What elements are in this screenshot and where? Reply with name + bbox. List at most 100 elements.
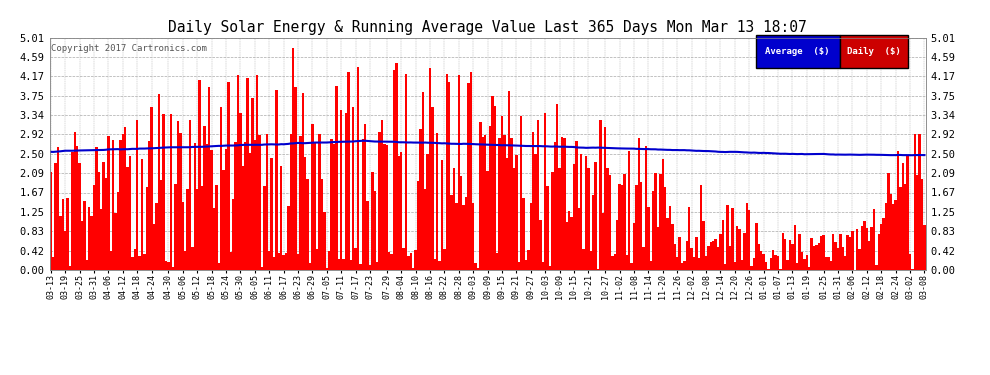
Bar	[654, 173, 656, 270]
Bar	[56, 147, 59, 270]
Bar	[837, 248, 840, 270]
Bar	[818, 243, 820, 270]
Bar	[894, 200, 897, 270]
Bar	[921, 179, 924, 270]
Bar	[671, 224, 673, 270]
Bar	[486, 171, 489, 270]
Bar	[388, 252, 390, 270]
Bar	[525, 260, 528, 270]
Bar	[803, 259, 806, 270]
Bar	[887, 173, 890, 270]
Bar	[626, 255, 628, 270]
Bar	[609, 175, 611, 270]
Bar	[164, 261, 167, 270]
Bar	[76, 146, 78, 270]
Bar	[700, 185, 703, 270]
Bar	[573, 164, 575, 270]
Bar	[861, 226, 863, 270]
Bar	[455, 202, 457, 270]
Bar	[328, 251, 331, 270]
Bar	[102, 162, 105, 270]
Bar	[71, 152, 73, 270]
Bar	[705, 256, 707, 270]
Bar	[306, 179, 309, 270]
Bar	[811, 238, 813, 270]
Bar	[772, 250, 774, 270]
Bar	[105, 178, 107, 270]
Bar	[405, 74, 407, 270]
Bar	[90, 216, 93, 270]
Bar	[383, 144, 385, 270]
Bar	[464, 197, 467, 270]
Bar	[599, 120, 602, 270]
Bar	[162, 114, 164, 270]
Bar	[95, 147, 97, 270]
Bar	[343, 259, 345, 270]
Bar	[784, 239, 786, 270]
Bar	[479, 122, 481, 270]
Bar	[844, 256, 846, 270]
Bar	[919, 134, 921, 270]
Bar	[537, 120, 540, 270]
Bar	[129, 156, 131, 270]
Bar	[828, 257, 830, 270]
Bar	[196, 189, 198, 270]
Bar	[791, 244, 794, 270]
Bar	[631, 263, 633, 270]
Bar	[179, 133, 181, 270]
Bar	[107, 136, 110, 270]
Bar	[378, 132, 381, 270]
Bar	[292, 48, 294, 270]
Bar	[798, 234, 801, 270]
Bar	[309, 262, 311, 270]
Bar	[911, 269, 914, 270]
Bar	[119, 140, 122, 270]
Bar	[393, 70, 395, 270]
Bar	[282, 255, 285, 270]
Bar	[265, 134, 268, 270]
Bar	[858, 249, 861, 270]
Bar	[304, 157, 306, 270]
Bar	[914, 134, 916, 270]
Bar	[359, 264, 361, 270]
Bar	[582, 249, 585, 270]
Bar	[707, 246, 710, 270]
Bar	[64, 231, 66, 270]
Bar	[172, 267, 174, 270]
Bar	[652, 191, 654, 270]
Bar	[741, 260, 743, 270]
Bar	[258, 135, 260, 270]
Bar	[892, 204, 894, 270]
Bar	[669, 206, 671, 270]
Bar	[112, 140, 114, 270]
Bar	[647, 207, 649, 270]
Bar	[436, 133, 439, 270]
Bar	[268, 251, 270, 270]
Bar	[515, 155, 518, 270]
Bar	[177, 121, 179, 270]
Bar	[260, 267, 263, 270]
Bar	[444, 249, 446, 270]
Bar	[602, 213, 604, 270]
Bar	[868, 241, 870, 270]
Bar	[467, 83, 469, 270]
Bar	[347, 72, 349, 270]
Bar	[169, 114, 172, 270]
Bar	[321, 178, 323, 270]
Bar	[575, 141, 577, 270]
Bar	[739, 229, 741, 270]
Bar	[462, 206, 464, 270]
Bar	[73, 132, 76, 270]
Bar	[136, 120, 139, 270]
Bar	[511, 138, 513, 270]
Text: Daily  ($): Daily ($)	[847, 47, 901, 56]
Bar	[729, 246, 732, 270]
Bar	[314, 142, 316, 270]
Bar	[186, 189, 189, 270]
Bar	[326, 268, 328, 270]
Bar	[830, 261, 832, 270]
Bar	[85, 260, 88, 270]
Bar	[676, 257, 678, 270]
Bar	[181, 202, 184, 270]
Bar	[338, 259, 340, 270]
